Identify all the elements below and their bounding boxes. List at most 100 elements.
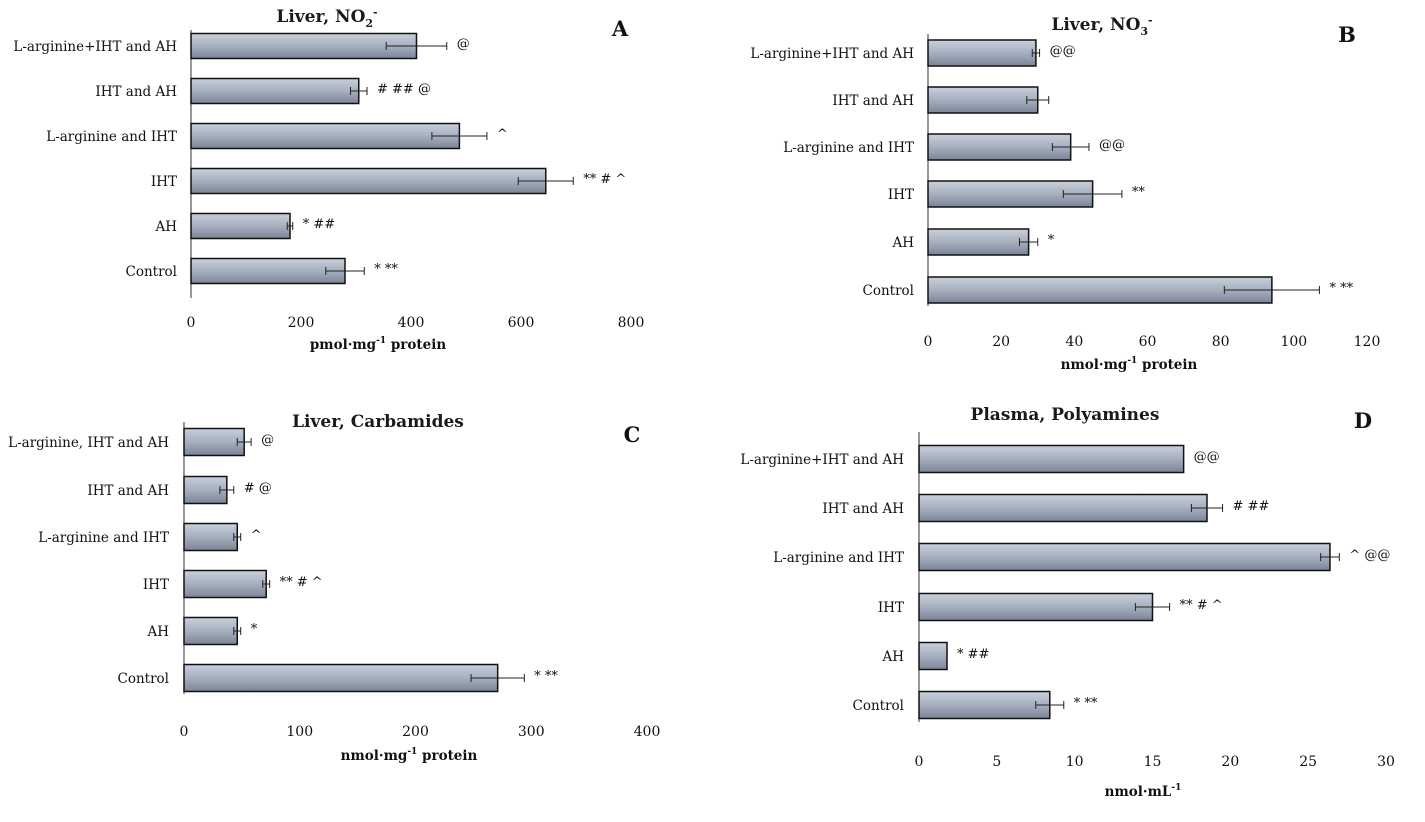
category-label: L-arginine+IHT and AH xyxy=(740,452,904,468)
bar xyxy=(918,444,1185,474)
bar xyxy=(927,228,1030,256)
bar xyxy=(183,522,238,552)
x-axis-label: nmol·mg-1 protein xyxy=(341,747,478,764)
category-label: Control xyxy=(853,698,904,714)
significance-mark: @@ xyxy=(1099,138,1125,153)
significance-mark: ** # ^ xyxy=(1180,598,1223,613)
x-axis-label: nmol·mL-1 xyxy=(1105,783,1182,800)
category-label: L-arginine, IHT and AH xyxy=(8,435,169,451)
bar xyxy=(183,475,228,505)
bar xyxy=(190,77,360,105)
x-tick-label: 40 xyxy=(1065,334,1083,350)
chart-title: Liver, NO2- xyxy=(276,6,377,30)
significance-mark: ^ xyxy=(251,528,262,543)
category-label: IHT xyxy=(878,600,904,616)
chart-panel-c: Liver, Carbamides C 0 100 200 300 400 nmol·mg-1… xyxy=(8,412,660,764)
x-tick-label: 0 xyxy=(180,724,189,740)
panel-letter: A xyxy=(611,16,629,41)
x-axis-label: pmol·mg-1 protein xyxy=(310,336,446,353)
significance-mark: ** xyxy=(1132,185,1146,200)
bar xyxy=(183,427,245,457)
bar xyxy=(927,276,1273,304)
bar xyxy=(918,641,948,671)
category-label: AH xyxy=(891,235,914,251)
bar xyxy=(190,167,547,195)
x-tick-label: 300 xyxy=(518,724,545,740)
category-label: AH xyxy=(881,649,904,665)
category-label: AH xyxy=(154,219,177,235)
bar xyxy=(927,86,1039,114)
significance-mark: ^ @@ xyxy=(1349,548,1390,563)
category-label: Control xyxy=(126,264,177,280)
significance-mark: @ xyxy=(457,37,470,52)
significance-mark: @ xyxy=(261,433,274,448)
bar xyxy=(183,663,499,693)
category-label: L-arginine and IHT xyxy=(773,550,904,566)
category-label: Control xyxy=(118,671,169,687)
bar xyxy=(918,493,1208,523)
bar xyxy=(190,257,346,285)
significance-mark: * xyxy=(251,622,258,637)
x-tick-label: 20 xyxy=(1221,754,1239,770)
bar xyxy=(918,542,1331,572)
x-tick-label: 5 xyxy=(992,754,1001,770)
x-tick-label: 600 xyxy=(508,315,535,331)
significance-mark: * ** xyxy=(374,262,398,277)
significance-mark: # @ xyxy=(244,481,272,496)
x-tick-label: 15 xyxy=(1144,754,1162,770)
x-tick-label: 10 xyxy=(1066,754,1084,770)
category-label: IHT and AH xyxy=(95,84,177,100)
significance-mark: @@ xyxy=(1194,450,1220,465)
chart-panel-b: Liver, NO3- B 0 20 40 60 80 100 120 nmol·mg-1 pro… xyxy=(750,14,1380,373)
category-label: IHT xyxy=(151,174,177,190)
chart-title: Liver, Carbamides xyxy=(292,412,464,432)
x-tick-label: 0 xyxy=(187,315,196,331)
category-label: Control xyxy=(863,283,914,299)
significance-mark: * ## xyxy=(303,217,335,232)
category-label: L-arginine and IHT xyxy=(46,129,177,145)
x-tick-label: 25 xyxy=(1299,754,1317,770)
bar xyxy=(927,133,1072,161)
x-tick-label: 120 xyxy=(1354,334,1381,350)
bar xyxy=(927,39,1037,67)
x-axis-label: nmol·mg-1 protein xyxy=(1061,356,1198,373)
significance-mark: * xyxy=(1048,233,1055,248)
x-tick-label: 200 xyxy=(402,724,429,740)
chart-panel-a: Liver, NO2- A 0 200 400 600 800 pmol·mg-1 prote… xyxy=(13,6,644,353)
x-tick-label: 100 xyxy=(1280,334,1307,350)
x-tick-label: 80 xyxy=(1212,334,1230,350)
x-tick-label: 400 xyxy=(398,315,425,331)
significance-mark: * ## xyxy=(957,647,989,662)
bar xyxy=(190,212,291,240)
bar xyxy=(918,690,1051,720)
x-tick-label: 20 xyxy=(992,334,1010,350)
x-tick-label: 400 xyxy=(634,724,661,740)
category-label: L-arginine+IHT and AH xyxy=(13,39,177,55)
x-tick-label: 200 xyxy=(288,315,315,331)
category-label: IHT xyxy=(888,187,914,203)
category-label: L-arginine and IHT xyxy=(38,530,169,546)
significance-mark: * ** xyxy=(534,669,558,684)
x-tick-label: 60 xyxy=(1139,334,1157,350)
bar xyxy=(190,32,418,60)
category-label: IHT xyxy=(143,577,169,593)
significance-mark: ^ xyxy=(497,127,508,142)
bar xyxy=(183,616,238,646)
panel-letter: B xyxy=(1338,22,1356,47)
panel-letter: C xyxy=(624,422,641,447)
significance-mark: # ## xyxy=(1233,499,1270,514)
significance-mark: * ** xyxy=(1074,696,1098,711)
chart-title: Liver, NO3- xyxy=(1051,14,1152,38)
category-label: L-arginine+IHT and AH xyxy=(750,46,914,62)
x-tick-label: 100 xyxy=(286,724,313,740)
significance-mark: ** # ^ xyxy=(583,172,626,187)
bar xyxy=(190,122,461,150)
x-tick-label: 0 xyxy=(924,334,933,350)
category-label: IHT and AH xyxy=(822,501,904,517)
category-label: AH xyxy=(146,624,169,640)
significance-mark: @@ xyxy=(1050,44,1076,59)
significance-mark: ** # ^ xyxy=(280,575,323,590)
panel-letter: D xyxy=(1354,408,1372,433)
significance-mark: * ** xyxy=(1329,281,1353,296)
